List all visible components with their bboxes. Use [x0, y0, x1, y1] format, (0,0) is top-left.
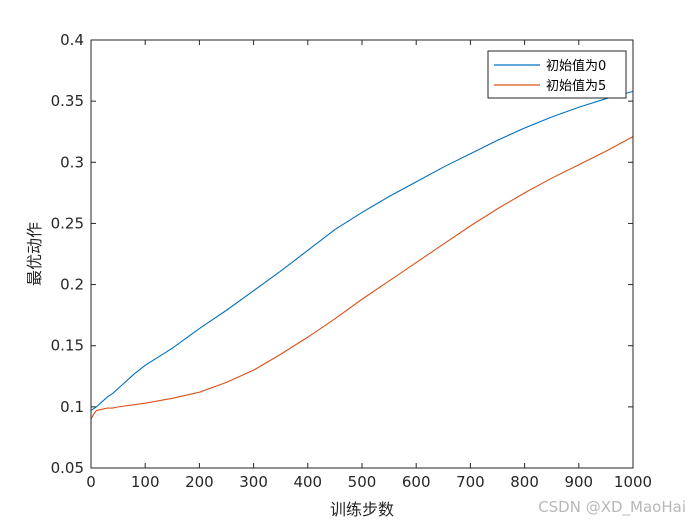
x-tick-label: 300 — [239, 473, 268, 491]
y-tick-label: 0.35 — [51, 92, 84, 110]
series-line-2 — [90, 136, 634, 420]
watermark: CSDN @XD_MaoHai — [538, 498, 686, 517]
legend-label-2: 初始值为5 — [546, 78, 606, 94]
plot-area — [91, 40, 633, 468]
x-tick-label: 400 — [293, 473, 322, 491]
x-tick-label: 500 — [348, 473, 377, 491]
x-tick-label: 1000 — [614, 473, 652, 491]
y-tick-label: 0.4 — [60, 31, 84, 49]
x-tick-label: 100 — [131, 473, 160, 491]
y-tick-label: 0.05 — [51, 459, 84, 477]
legend-box — [487, 50, 627, 99]
ticks-layer: 0 100 200 300 400 500 600 700 800 900 1000 0.05 0.1 0… — [51, 31, 653, 491]
x-tick-label: 0 — [86, 473, 96, 491]
x-tick-label: 900 — [564, 473, 593, 491]
x-tick-label: 800 — [510, 473, 539, 491]
y-tick-label: 0.25 — [51, 214, 84, 232]
x-tick-label: 700 — [456, 473, 485, 491]
y-tick-label: 0.3 — [60, 153, 84, 171]
series-line-1 — [90, 90, 634, 411]
series-layer — [90, 90, 634, 420]
legend-label-1: 初始值为0 — [546, 58, 606, 74]
legend: 初始值为0 初始值为5 — [487, 50, 627, 99]
y-tick-label: 0.2 — [60, 276, 84, 294]
x-axis-title: 训练步数 — [330, 500, 394, 519]
x-tick-label: 600 — [402, 473, 431, 491]
y-tick-label: 0.1 — [60, 398, 84, 416]
y-axis-title: 最优动作 — [25, 222, 44, 286]
y-tick-label: 0.15 — [51, 337, 84, 355]
x-tick-label: 200 — [185, 473, 214, 491]
